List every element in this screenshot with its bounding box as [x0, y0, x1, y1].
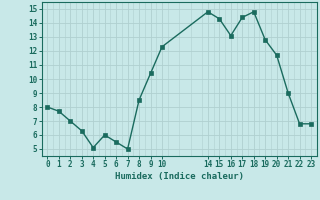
- X-axis label: Humidex (Indice chaleur): Humidex (Indice chaleur): [115, 172, 244, 181]
